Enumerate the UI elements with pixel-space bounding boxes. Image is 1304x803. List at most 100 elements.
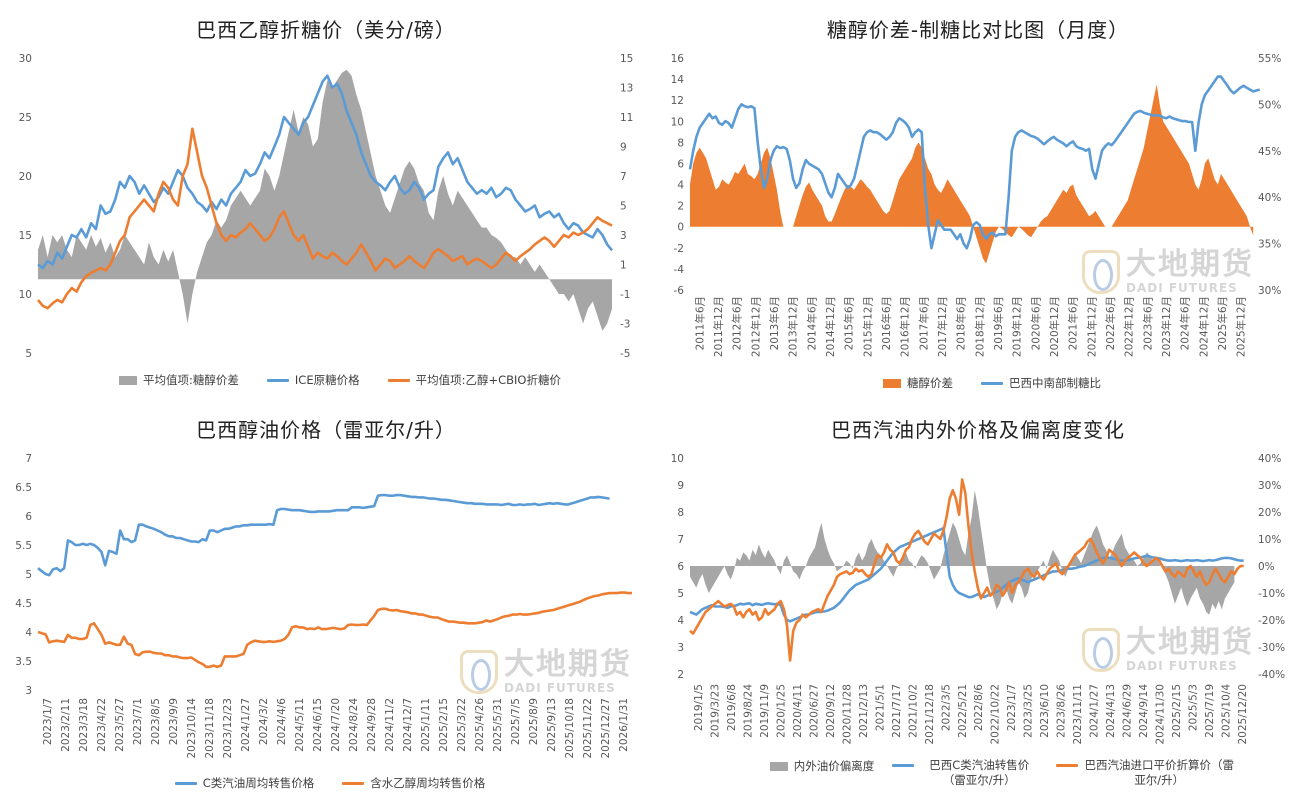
y-tick-label-left: 5.5	[15, 540, 32, 552]
series-line	[37, 591, 632, 669]
x-tick-label: 2023/5/27	[114, 698, 126, 752]
y-tick-label-right: 40%	[1258, 192, 1281, 204]
x-tick-label: 2024/3/2	[258, 698, 270, 745]
x-tick-label: 2025/10/4	[1220, 684, 1232, 738]
x-tick-label: 2025年12月	[1235, 296, 1248, 357]
x-tick-label: 2023/3/25	[1023, 684, 1035, 738]
y-tick-label-right: -40%	[1258, 669, 1285, 681]
x-tick-label: 2024/1/27	[1089, 684, 1101, 738]
legend-item: 平均值项:糖醇价差	[119, 372, 239, 388]
y-tick-label-right: 50%	[1258, 99, 1281, 111]
legend-label: 巴西汽油进口平价折算价（雷亚尔/升）	[1084, 758, 1235, 787]
x-tick-label: 2025/1/11	[420, 698, 432, 752]
watermark: 大地期货 DADI FUTURES	[1082, 628, 1254, 672]
watermark-en: DADI FUTURES	[1126, 659, 1238, 673]
x-tick-label: 2020年6月	[1029, 296, 1042, 350]
y-tick-label-left: 4	[677, 615, 684, 627]
x-tick-label: 2025/5/31	[492, 698, 504, 752]
x-tick-label: 2021年6月	[1067, 296, 1080, 350]
series-area	[690, 84, 1254, 264]
chart-panel-fuel-prices: 巴西醇油价格（雷亚尔/升） 7 6.5 6 5.5 5 4.5 4 3.5 3 2023/1/7 2…	[0, 400, 652, 803]
x-tick-label: 2025/12/27	[600, 698, 612, 759]
x-tick-label: 2024/11/2	[384, 698, 396, 752]
y-tick-label-right: 10%	[1258, 534, 1281, 546]
chart-panel-spread-vs-sugar-mix: 糖醇价差-制糖比对比图（月度） 16 14 12 10 8 6 4 2 0 -2 -4 -6 55% 50…	[652, 0, 1304, 400]
y-tick-label-left: 0	[677, 222, 684, 234]
y-tick-label-left: 15	[19, 230, 32, 242]
x-tick-label: 2022/10/22	[990, 684, 1002, 745]
y-tick-label-left: 7	[677, 534, 684, 546]
chart-legend: 内外油价偏离度 巴西C类汽油转售价（雷亚尔/升） 巴西汽油进口平价折算价（雷亚尔…	[732, 758, 1272, 788]
y-tick-label-right: -20%	[1258, 615, 1285, 627]
watermark-logo-icon	[1082, 250, 1120, 294]
watermark-cn: 大地期货	[1126, 247, 1254, 282]
x-tick-label: 2021/7/17	[891, 684, 903, 738]
x-tick-label: 2019/11/9	[759, 684, 771, 738]
x-tick-label: 2015年6月	[843, 296, 856, 350]
y-tick-label-right: 5	[620, 201, 627, 213]
legend-item: 内外油价偏离度	[769, 758, 874, 774]
x-tick-label: 2022/3/5	[940, 684, 952, 731]
x-tick-label: 2020年12月	[1048, 296, 1061, 357]
y-tick-label-left: 4	[25, 627, 32, 639]
y-tick-label-left: -4	[674, 264, 685, 276]
x-tick-label: 2024/6/15	[312, 698, 324, 752]
x-tick-label: 2023/11/11	[1072, 684, 1084, 745]
y-tick-label-left: 4.5	[15, 598, 32, 610]
x-tick-label: 2012年6月	[731, 296, 744, 350]
y-tick-label-right: 3	[620, 230, 627, 242]
legend-item: 巴西C类汽油转售价（雷亚尔/升）	[892, 758, 1038, 788]
x-tick-label: 2022/8/6	[973, 684, 985, 731]
x-tick-label: 2021/12/18	[924, 684, 936, 745]
legend-item: 巴西汽油进口平价折算价（雷亚尔/升）	[1056, 758, 1234, 788]
x-tick-label: 2023/11/18	[204, 698, 216, 759]
chart-legend: 糖醇价差 巴西中南部制糖比	[812, 375, 1172, 391]
watermark-logo-icon	[1082, 628, 1120, 672]
x-tick-label: 2018年12月	[973, 296, 986, 357]
y-tick-label-left: 16	[671, 53, 685, 65]
chart-plot: 7 6.5 6 5.5 5 4.5 4 3.5 3 2023/1/7 2023/2/11 2023/3…	[15, 453, 632, 759]
x-tick-label: 2023/7/1	[132, 698, 144, 745]
y-tick-label-left: 25	[19, 112, 32, 124]
series-area	[690, 490, 1235, 615]
x-tick-label: 2015年12月	[861, 296, 874, 357]
legend-label: ICE原糖价格	[294, 373, 360, 387]
x-tick-label: 2024/7/20	[330, 698, 342, 752]
x-tick-label: 2019/6/8	[726, 684, 738, 731]
y-tick-label-left: 2	[677, 201, 684, 213]
x-tick-label: 2023/3/18	[78, 698, 90, 752]
x-tick-label: 2023/1/7	[42, 698, 54, 745]
x-tick-label: 2024/12/7	[402, 698, 414, 752]
x-tick-label: 2021/2/13	[858, 684, 870, 738]
x-tick-label: 2023/2/11	[60, 698, 72, 752]
x-tick-label: 2025年6月	[1216, 296, 1229, 350]
legend-swatch	[174, 781, 197, 785]
y-tick-label-left: 3.5	[15, 656, 32, 668]
legend-item: 巴西中南部制糖比	[981, 375, 1101, 391]
y-tick-label-left: 6.5	[15, 482, 32, 494]
legend-item: ICE原糖价格	[266, 372, 360, 388]
y-tick-label-right: 30%	[1258, 480, 1281, 492]
x-tick-label: 2025/3/22	[456, 698, 468, 752]
y-tick-label-left: 20	[19, 171, 32, 183]
y-tick-label-right: 40%	[1258, 453, 1281, 465]
x-tick-label: 2017年6月	[917, 296, 930, 350]
x-tick-label: 2014年12月	[824, 296, 837, 357]
chart-title: 巴西乙醇折糖价（美分/磅）	[196, 18, 456, 42]
chart-panel-gasoline-deviation: 巴西汽油内外价格及偏离度变化 10 9 8 7 6 5 4 3 2 40% 30% 20% 10% 0% -…	[652, 400, 1304, 803]
legend-label: 平均值项:糖醇价差	[143, 373, 239, 387]
x-tick-label: 2023/12/23	[222, 698, 234, 759]
legend-swatch	[769, 761, 788, 771]
legend-swatch	[892, 764, 915, 767]
x-tick-label: 2019年12月	[1011, 296, 1024, 357]
y-tick-label-left: 5	[25, 348, 32, 360]
x-tick-label: 2020/1/25	[776, 684, 788, 738]
y-tick-label-left: 3	[25, 685, 32, 697]
legend-label: 巴西C类汽油转售价（雷亚尔/升）	[929, 758, 1030, 787]
y-tick-label-left: 6	[677, 158, 684, 170]
chart-title: 巴西汽油内外价格及偏离度变化	[831, 418, 1125, 442]
y-tick-label-right: -5	[620, 348, 630, 360]
y-tick-label-left: 10	[19, 289, 32, 301]
y-tick-label-right: 55%	[1258, 53, 1281, 65]
x-tick-label: 2019/8/24	[743, 684, 755, 738]
